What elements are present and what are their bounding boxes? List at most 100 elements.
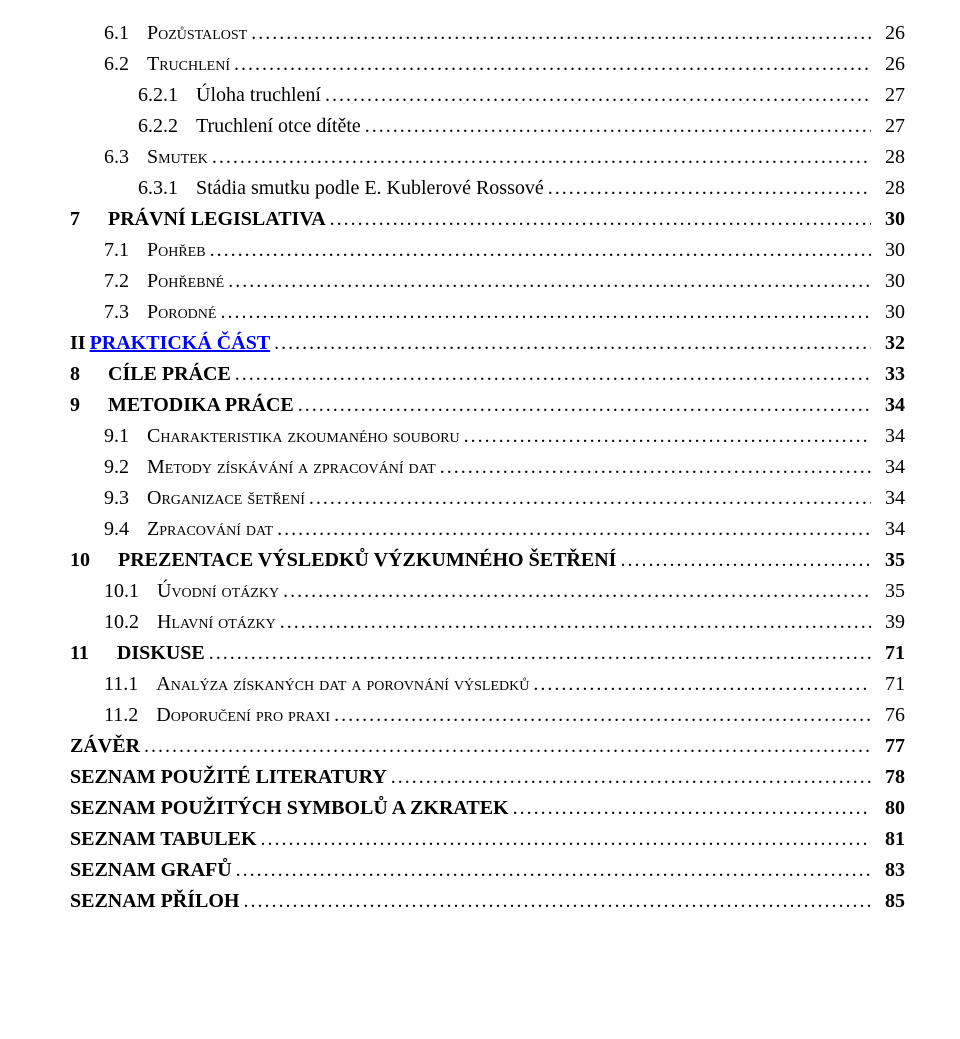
toc-entry: 6.2Truchlení 26 xyxy=(70,49,905,80)
toc-leader xyxy=(391,762,871,793)
toc-label: 9.3Organizace šetření xyxy=(104,483,309,514)
toc-label: SEZNAM GRAFŮ xyxy=(70,855,236,886)
toc-title: PRAKTICKÁ ČÁST xyxy=(90,332,271,354)
toc-page: 27 xyxy=(871,80,905,111)
toc-entry: 8CÍLE PRÁCE33 xyxy=(70,359,905,390)
toc-leader xyxy=(234,49,871,80)
toc-leader xyxy=(212,142,871,173)
toc-leader xyxy=(440,452,871,483)
toc-title: DISKUSE xyxy=(117,642,205,664)
toc-number: 6.2.1 xyxy=(138,84,196,106)
toc-title: Smutek xyxy=(147,146,208,168)
toc-entry: SEZNAM POUŽITÝCH SYMBOLŮ A ZKRATEK 80 xyxy=(70,793,905,824)
toc-page: 81 xyxy=(871,824,905,855)
toc-title: Organizace šetření xyxy=(147,487,305,509)
table-of-contents: 6.1Pozůstalost266.2Truchlení266.2.1Úloha… xyxy=(70,18,905,917)
toc-page: 34 xyxy=(871,514,905,545)
toc-leader xyxy=(243,886,871,917)
toc-number: 9 xyxy=(70,394,108,416)
toc-leader xyxy=(283,576,871,607)
toc-label: 6.2.2Truchlení otce dítěte xyxy=(138,111,365,142)
toc-entry: 9.1Charakteristika zkoumaného souboru34 xyxy=(70,421,905,452)
toc-title: Stádia smutku podle E. Kublerové Rossové xyxy=(196,177,544,199)
toc-title: Pohřeb xyxy=(147,239,206,261)
toc-page: 85 xyxy=(871,886,905,917)
toc-number: 10.2 xyxy=(104,611,157,633)
toc-page: 26 xyxy=(871,49,905,80)
toc-number: 7.1 xyxy=(104,239,147,261)
toc-page: 83 xyxy=(871,855,905,886)
toc-page: 77 xyxy=(871,731,905,762)
toc-title: SEZNAM POUŽITÝCH SYMBOLŮ A ZKRATEK xyxy=(70,797,509,819)
toc-label: 7PRÁVNÍ LEGISLATIVA xyxy=(70,204,330,235)
toc-page: 26 xyxy=(871,18,905,49)
toc-leader xyxy=(298,390,871,421)
toc-entry: SEZNAM POUŽITÉ LITERATURY78 xyxy=(70,762,905,793)
toc-label: 8CÍLE PRÁCE xyxy=(70,359,235,390)
toc-label: 6.2Truchlení xyxy=(104,49,234,80)
toc-label: 11DISKUSE xyxy=(70,638,209,669)
toc-label: SEZNAM POUŽITÝCH SYMBOLŮ A ZKRATEK xyxy=(70,793,513,824)
toc-label: 7.2Pohřebné xyxy=(104,266,228,297)
toc-entry: SEZNAM PŘÍLOH 85 xyxy=(70,886,905,917)
toc-entry: 6.3.1Stádia smutku podle E. Kublerové Ro… xyxy=(70,173,905,204)
toc-leader xyxy=(274,328,871,359)
toc-number: 10 xyxy=(70,549,118,571)
toc-leader xyxy=(365,111,871,142)
toc-entry: 6.3Smutek28 xyxy=(70,142,905,173)
toc-label: SEZNAM PŘÍLOH xyxy=(70,886,243,917)
toc-entry: 7.3Porodné30 xyxy=(70,297,905,328)
toc-number: 6.1 xyxy=(104,22,147,44)
toc-page: 80 xyxy=(871,793,905,824)
toc-entry: 11.2Doporučení pro praxi76 xyxy=(70,700,905,731)
toc-number: 10.1 xyxy=(104,580,157,602)
toc-leader xyxy=(235,359,871,390)
toc-page: 34 xyxy=(871,421,905,452)
toc-number: 6.3.1 xyxy=(138,177,196,199)
toc-page: 30 xyxy=(871,297,905,328)
toc-entry: 11.1Analýza získaných dat a porovnání vý… xyxy=(70,669,905,700)
toc-leader xyxy=(228,266,871,297)
toc-number: 6.3 xyxy=(104,146,147,168)
toc-title: CÍLE PRÁCE xyxy=(108,363,231,385)
toc-leader xyxy=(334,700,871,731)
toc-leader xyxy=(277,514,871,545)
toc-leader xyxy=(513,793,871,824)
toc-label: 9.2Metody získávání a zpracování dat xyxy=(104,452,440,483)
toc-number: 9.2 xyxy=(104,456,147,478)
toc-entry: 6.2.2Truchlení otce dítěte 27 xyxy=(70,111,905,142)
toc-page: 28 xyxy=(871,173,905,204)
toc-entry: 7.2Pohřebné 30 xyxy=(70,266,905,297)
toc-title: Truchlení xyxy=(147,53,230,75)
toc-label: 10.1Úvodní otázky xyxy=(104,576,283,607)
toc-leader xyxy=(261,824,871,855)
toc-number: 9.3 xyxy=(104,487,147,509)
toc-number: 6.2 xyxy=(104,53,147,75)
toc-label: 6.3.1Stádia smutku podle E. Kublerové Ro… xyxy=(138,173,548,204)
toc-page: 30 xyxy=(871,266,905,297)
toc-entry: 10PREZENTACE VÝSLEDKŮ VÝZKUMNÉHO ŠETŘENÍ… xyxy=(70,545,905,576)
toc-page: 71 xyxy=(871,669,905,700)
toc-page: 34 xyxy=(871,390,905,421)
toc-title: Hlavní otázky xyxy=(157,611,276,633)
toc-title: METODIKA PRÁCE xyxy=(108,394,294,416)
toc-label: SEZNAM TABULEK xyxy=(70,824,261,855)
toc-number: 7.3 xyxy=(104,301,147,323)
toc-label: 11.2Doporučení pro praxi xyxy=(104,700,334,731)
toc-number: 9.4 xyxy=(104,518,147,540)
toc-label: 6.2.1Úloha truchlení xyxy=(138,80,325,111)
toc-entry: 6.2.1Úloha truchlení 27 xyxy=(70,80,905,111)
toc-title: Úvodní otázky xyxy=(157,580,279,602)
toc-leader xyxy=(220,297,871,328)
toc-title: Analýza získaných dat a porovnání výsled… xyxy=(156,673,529,695)
toc-label[interactable]: IIPRAKTICKÁ ČÁST xyxy=(70,328,274,359)
toc-leader xyxy=(309,483,871,514)
toc-page: 27 xyxy=(871,111,905,142)
toc-number: 9.1 xyxy=(104,425,147,447)
toc-entry: 11DISKUSE71 xyxy=(70,638,905,669)
toc-link[interactable]: PRAKTICKÁ ČÁST xyxy=(90,332,271,354)
toc-number: II xyxy=(70,332,90,354)
toc-leader xyxy=(209,638,871,669)
toc-entry: 9.3Organizace šetření34 xyxy=(70,483,905,514)
toc-title: Truchlení otce dítěte xyxy=(196,115,361,137)
